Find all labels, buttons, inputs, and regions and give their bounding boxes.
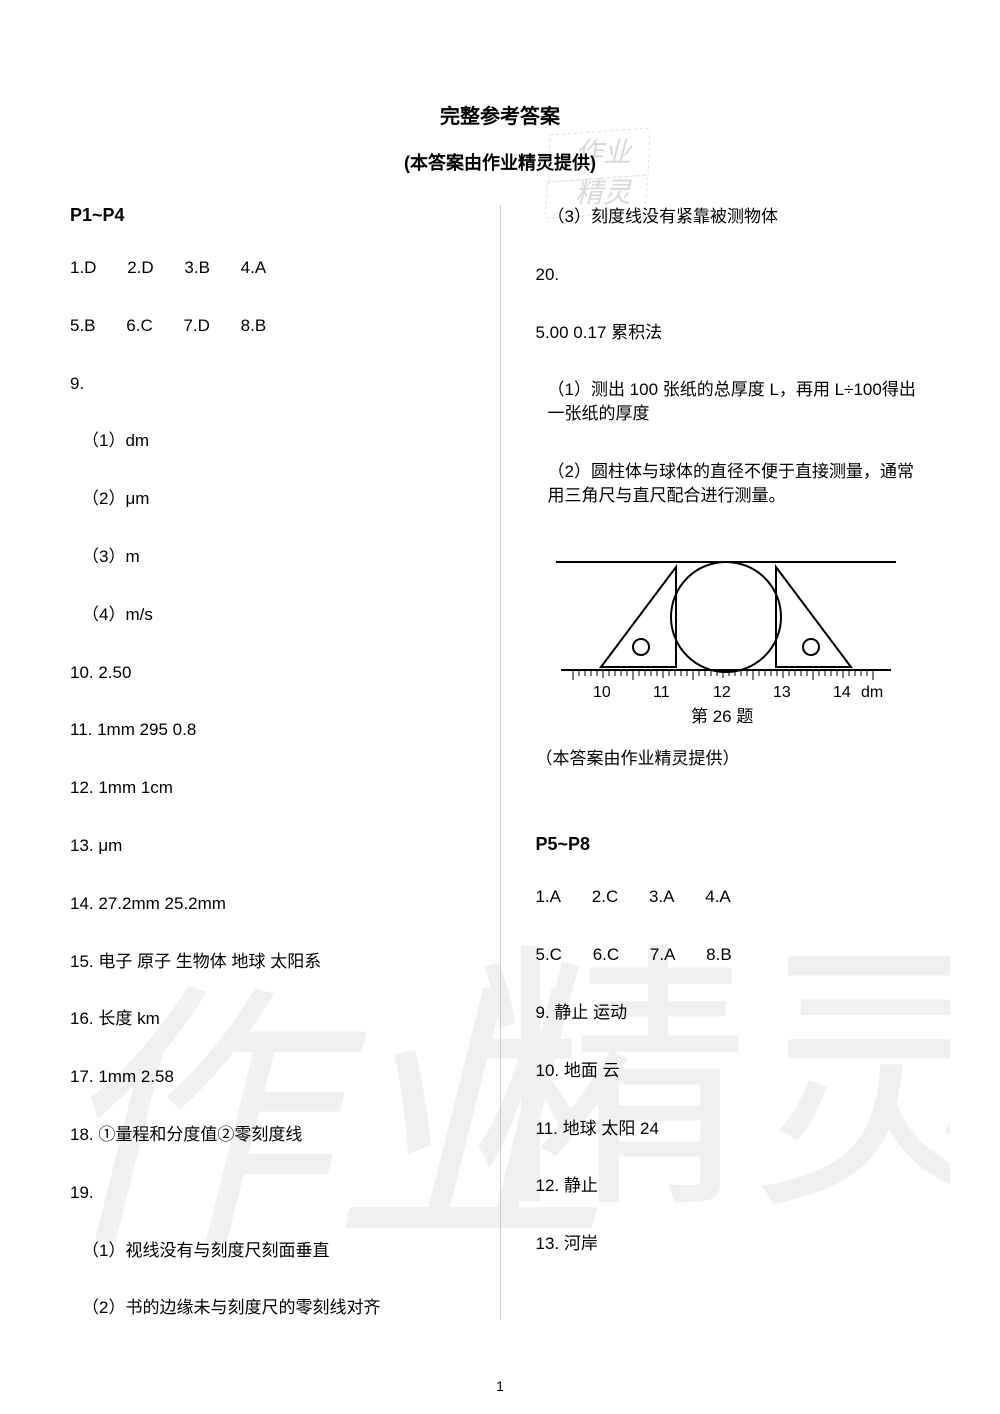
q19-sub: （2）书的边缘未与刻度尺的零刻线对齐 <box>70 1296 465 1320</box>
q15: 15. 电子 原子 生物体 地球 太阳系 <box>70 950 465 974</box>
answer-item: 3.A <box>649 887 675 906</box>
answer-row: 5.B 6.C 7.D 8.B <box>70 314 465 338</box>
q10: 10. 2.50 <box>70 661 465 685</box>
q9-r: 9. 静止 运动 <box>536 1001 931 1025</box>
measurement-diagram: 10 11 12 13 14 dm 第 26 题 <box>546 552 906 732</box>
q19-sub: （3）刻度线没有紧靠被测物体 <box>536 205 931 229</box>
q9-sub: （4）m/s <box>70 603 465 627</box>
answer-item: 7.D <box>183 316 209 335</box>
right-column: （3）刻度线没有紧靠被测物体 20. 5.00 0.17 累积法 （1）测出 1… <box>536 205 931 1320</box>
q9-sub: （1）dm <box>70 429 465 453</box>
answer-item: 6.C <box>593 945 619 964</box>
answer-item: 5.B <box>70 316 96 335</box>
q10-r: 10. 地面 云 <box>536 1059 931 1083</box>
answer-item: 8.B <box>706 945 732 964</box>
q19-sub: （1）视线没有与刻度尺刻面垂直 <box>70 1239 465 1263</box>
q9-sub: （2）μm <box>70 487 465 511</box>
left-column: P1~P4 1.D 2.D 3.B 4.A 5.B 6.C 7.D 8.B 9.… <box>70 205 465 1320</box>
answer-item: 5.C <box>536 945 562 964</box>
q12: 12. 1mm 1cm <box>70 776 465 800</box>
answer-row: 1.D 2.D 3.B 4.A <box>70 256 465 280</box>
q20-sub: （2）圆柱体与球体的直径不便于直接测量，通常用三角尺与直尺配合进行测量。 <box>536 460 931 508</box>
q11: 11. 1mm 295 0.8 <box>70 718 465 742</box>
ruler-tick: 12 <box>713 684 731 701</box>
page-subtitle: (本答案由作业精灵提供) <box>70 149 930 175</box>
answer-item: 3.B <box>184 258 210 277</box>
q9-sub: （3）m <box>70 545 465 569</box>
column-divider <box>500 205 501 1320</box>
q16: 16. 长度 km <box>70 1007 465 1031</box>
q9: 9. <box>70 372 465 396</box>
answer-row: 5.C 6.C 7.A 8.B <box>536 943 931 967</box>
q13-r: 13. 河岸 <box>536 1232 931 1256</box>
q12-r: 12. 静止 <box>536 1174 931 1198</box>
answer-item: 1.A <box>536 887 562 906</box>
q13: 13. μm <box>70 834 465 858</box>
section-p5-p8: P5~P8 <box>536 834 931 855</box>
ruler-unit: dm <box>861 684 883 701</box>
answer-item: 2.C <box>592 887 618 906</box>
q19: 19. <box>70 1181 465 1205</box>
answer-item: 8.B <box>241 316 267 335</box>
q11-r: 11. 地球 太阳 24 <box>536 1117 931 1141</box>
credit-line: （本答案由作业精灵提供） <box>536 747 931 771</box>
answer-row: 1.A 2.C 3.A 4.A <box>536 885 931 909</box>
answer-item: 2.D <box>127 258 153 277</box>
q18: 18. ①量程和分度值②零刻度线 <box>70 1123 465 1147</box>
ruler-tick: 11 <box>653 684 670 701</box>
ruler-tick: 10 <box>593 684 611 701</box>
q14: 14. 27.2mm 25.2mm <box>70 892 465 916</box>
page-title: 完整参考答案 <box>70 100 930 129</box>
answer-item: 7.A <box>650 945 676 964</box>
answer-item: 4.A <box>705 887 731 906</box>
diagram-caption: 第 26 题 <box>691 707 753 726</box>
section-p1-p4: P1~P4 <box>70 205 465 226</box>
ruler-tick: 13 <box>773 684 791 701</box>
page-number: 1 <box>0 1378 1000 1394</box>
q17: 17. 1mm 2.58 <box>70 1065 465 1089</box>
q20-line1: 5.00 0.17 累积法 <box>536 321 931 345</box>
answer-item: 6.C <box>126 316 152 335</box>
answer-item: 4.A <box>241 258 267 277</box>
q20-sub: （1）测出 100 张纸的总厚度 L，再用 L÷100得出一张纸的厚度 <box>536 378 931 426</box>
answer-item: 1.D <box>70 258 96 277</box>
ruler-tick: 14 <box>833 684 851 701</box>
q20: 20. <box>536 263 931 287</box>
